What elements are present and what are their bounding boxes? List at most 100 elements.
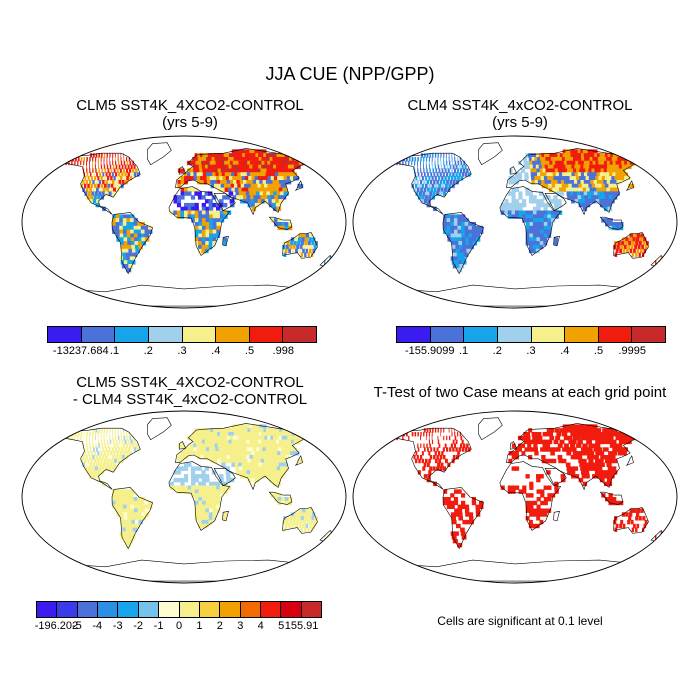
map-clm5 — [21, 135, 347, 309]
colorbar-box — [37, 602, 58, 617]
coastline-indonesia — [599, 491, 624, 505]
coastline-africa — [168, 186, 231, 256]
coastline-southAmerica — [442, 487, 484, 550]
map-border — [352, 410, 678, 584]
colorbar-label: .4 — [211, 345, 221, 357]
colorbar-box — [57, 602, 78, 617]
coastline-madagascar — [553, 235, 560, 247]
colorbar-boxes — [396, 326, 666, 343]
colorbar-box — [118, 602, 139, 617]
coastline-africa — [499, 186, 562, 256]
colorbar-box — [216, 327, 250, 342]
coastline-uk — [509, 166, 518, 175]
coastline-greenland — [478, 417, 503, 441]
land-cells — [396, 149, 663, 273]
coastline-eurasia — [506, 423, 643, 491]
colorbar-box — [48, 327, 82, 342]
colorbar-box — [81, 327, 116, 342]
colorbar-box — [182, 327, 217, 342]
colorbar-box — [565, 327, 599, 342]
colorbar-box — [77, 602, 99, 617]
colorbar-label: 4 — [257, 620, 264, 632]
coastline-madagascar — [222, 235, 229, 247]
colorbar-label: -3 — [112, 620, 123, 632]
colorbar-box — [281, 602, 302, 617]
colorbar-label: -13237.684 — [52, 345, 109, 357]
colorbar-label: .9995 — [618, 345, 647, 357]
colorbar-label: -155.9099 — [404, 345, 455, 357]
coastline-nz — [650, 529, 665, 542]
map-ttest — [352, 410, 678, 584]
colorbar-box — [464, 327, 498, 342]
coastline-uk — [178, 166, 187, 175]
colorbar-label: .5 — [593, 345, 604, 357]
colorbar-label: -196.202 — [34, 620, 79, 632]
panel-title-ttest: T-Test of two Case means at each grid po… — [373, 384, 667, 401]
colorbar-box — [159, 602, 180, 617]
colorbar-box — [430, 327, 465, 342]
colorbar-label: .3 — [526, 345, 536, 357]
colorbar-label: -1 — [153, 620, 164, 632]
colorbar-label: .2 — [143, 345, 153, 357]
colorbar-label: .4 — [560, 345, 570, 357]
panel-title-clm4: CLM4 SST4K_4xCO2-CONTROL (yrs 5-9) — [407, 97, 633, 131]
coastline-uk — [509, 441, 518, 450]
coastline-arabia — [544, 192, 567, 211]
colorbar-boxes — [47, 326, 317, 343]
colorbar-box — [220, 602, 241, 617]
coastline-eurasia — [175, 423, 312, 491]
colorbar-box — [115, 327, 149, 342]
colorbar-label: .998 — [272, 345, 294, 357]
colorbar-label: .3 — [177, 345, 187, 357]
coastline-madagascar — [222, 510, 229, 522]
coastline-southAmerica — [111, 212, 153, 275]
coastline-madagascar — [553, 510, 560, 522]
coastline-arabia — [213, 192, 236, 211]
coastline-greenland — [478, 142, 503, 166]
land-cells — [396, 424, 663, 548]
land-cells — [65, 424, 332, 548]
map-border — [352, 135, 678, 309]
colorbar-box — [240, 602, 261, 617]
coastline-australia — [613, 232, 649, 259]
coastline-antarctica — [393, 559, 638, 582]
coastline-nz — [650, 254, 665, 267]
coastline-greenland — [147, 417, 172, 441]
coastline-africa — [168, 461, 231, 531]
colorbar-box — [98, 602, 119, 617]
colorbar-label: 0 — [175, 620, 183, 632]
coastline-antarctica — [62, 559, 307, 582]
map-clm4 — [352, 135, 678, 309]
colorbar-box — [497, 327, 532, 342]
significance-note: Cells are significant at 0.1 level — [437, 614, 603, 628]
colorbar-box — [301, 602, 322, 617]
coastline-nz — [319, 529, 334, 542]
map-diff — [21, 410, 347, 584]
colorbar-box — [260, 602, 282, 617]
colorbar-box — [632, 327, 665, 342]
colorbar-box — [148, 327, 183, 342]
map-border — [21, 135, 347, 309]
colorbar-box — [249, 327, 284, 342]
coastline-africa — [499, 461, 562, 531]
coastline-southAmerica — [442, 212, 484, 275]
coastline-arabia — [544, 467, 567, 486]
coastline-northAmerica — [393, 152, 472, 215]
panel-title-clm5: CLM5 SST4K_4XCO2-CONTROL (yrs 5-9) — [76, 97, 304, 131]
coastline-southAmerica — [111, 487, 153, 550]
coastline-australia — [282, 232, 318, 259]
colorbar-clm5: -13237.684.1 .2 .3 .4 .5 .998 — [47, 326, 317, 357]
coastline-japan — [295, 180, 303, 191]
coastline-northAmerica — [393, 427, 472, 490]
coastline-indonesia — [599, 216, 624, 230]
colorbar-boxes — [36, 601, 322, 618]
figure-title: JJA CUE (NPP/GPP) — [265, 64, 435, 84]
colorbar-box — [179, 602, 200, 617]
colorbar-label: 3 — [237, 620, 244, 632]
colorbar-box — [531, 327, 566, 342]
coastline-nz — [319, 254, 334, 267]
coastline-australia — [282, 507, 318, 534]
coastline-eurasia — [175, 148, 312, 216]
coastline-japan — [626, 180, 634, 191]
map-border — [21, 410, 347, 584]
